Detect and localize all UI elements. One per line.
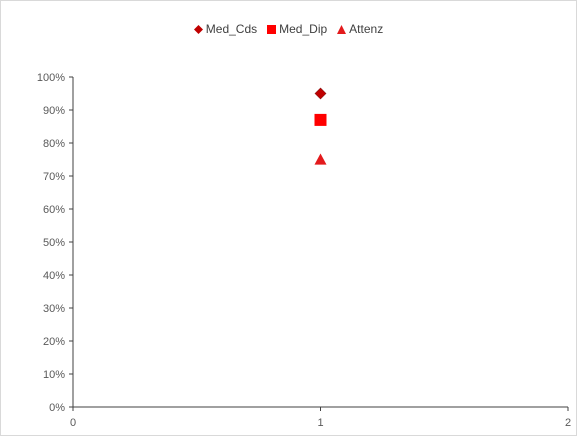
x-tick-label: 1 [317, 417, 323, 429]
y-tick-label: 0% [49, 402, 65, 414]
y-tick-label: 80% [43, 138, 65, 150]
data-point-diamond [314, 87, 327, 100]
y-tick-label: 90% [43, 105, 65, 117]
x-tick-label: 0 [70, 417, 76, 429]
y-tick-label: 30% [43, 303, 65, 315]
legend-label-med-dip: Med_Dip [279, 22, 328, 36]
y-tick-label: 50% [43, 237, 65, 249]
data-points [314, 87, 327, 165]
x-axis: 0 1 2 [70, 406, 571, 429]
y-tick-label: 10% [43, 369, 65, 381]
diamond-marker-icon [193, 24, 203, 34]
chart-legend: Med_Cds Med_Dip Attenz [0, 22, 577, 36]
legend-item-attenz: Attenz [337, 22, 383, 36]
triangle-marker-icon [337, 24, 347, 34]
y-tick-label: 70% [43, 171, 65, 183]
square-marker-icon [267, 24, 277, 34]
legend-label-attenz: Attenz [349, 22, 384, 36]
legend-item-med-cds: Med_Cds [193, 22, 258, 36]
y-tick-label: 20% [43, 336, 65, 348]
data-point-triangle [314, 153, 327, 165]
x-tick-label: 2 [565, 417, 571, 429]
y-axis: 0% 10% 20% 30% 40% 50% 60% 70% 80% 90% 100% [37, 72, 74, 414]
y-tick-label: 60% [43, 204, 65, 216]
y-tick-label: 40% [43, 270, 65, 282]
y-tick-label: 100% [37, 72, 65, 84]
data-point-square [314, 113, 327, 126]
legend-label-med-cds: Med_Cds [205, 22, 258, 36]
legend-item-med-dip: Med_Dip [267, 22, 327, 36]
